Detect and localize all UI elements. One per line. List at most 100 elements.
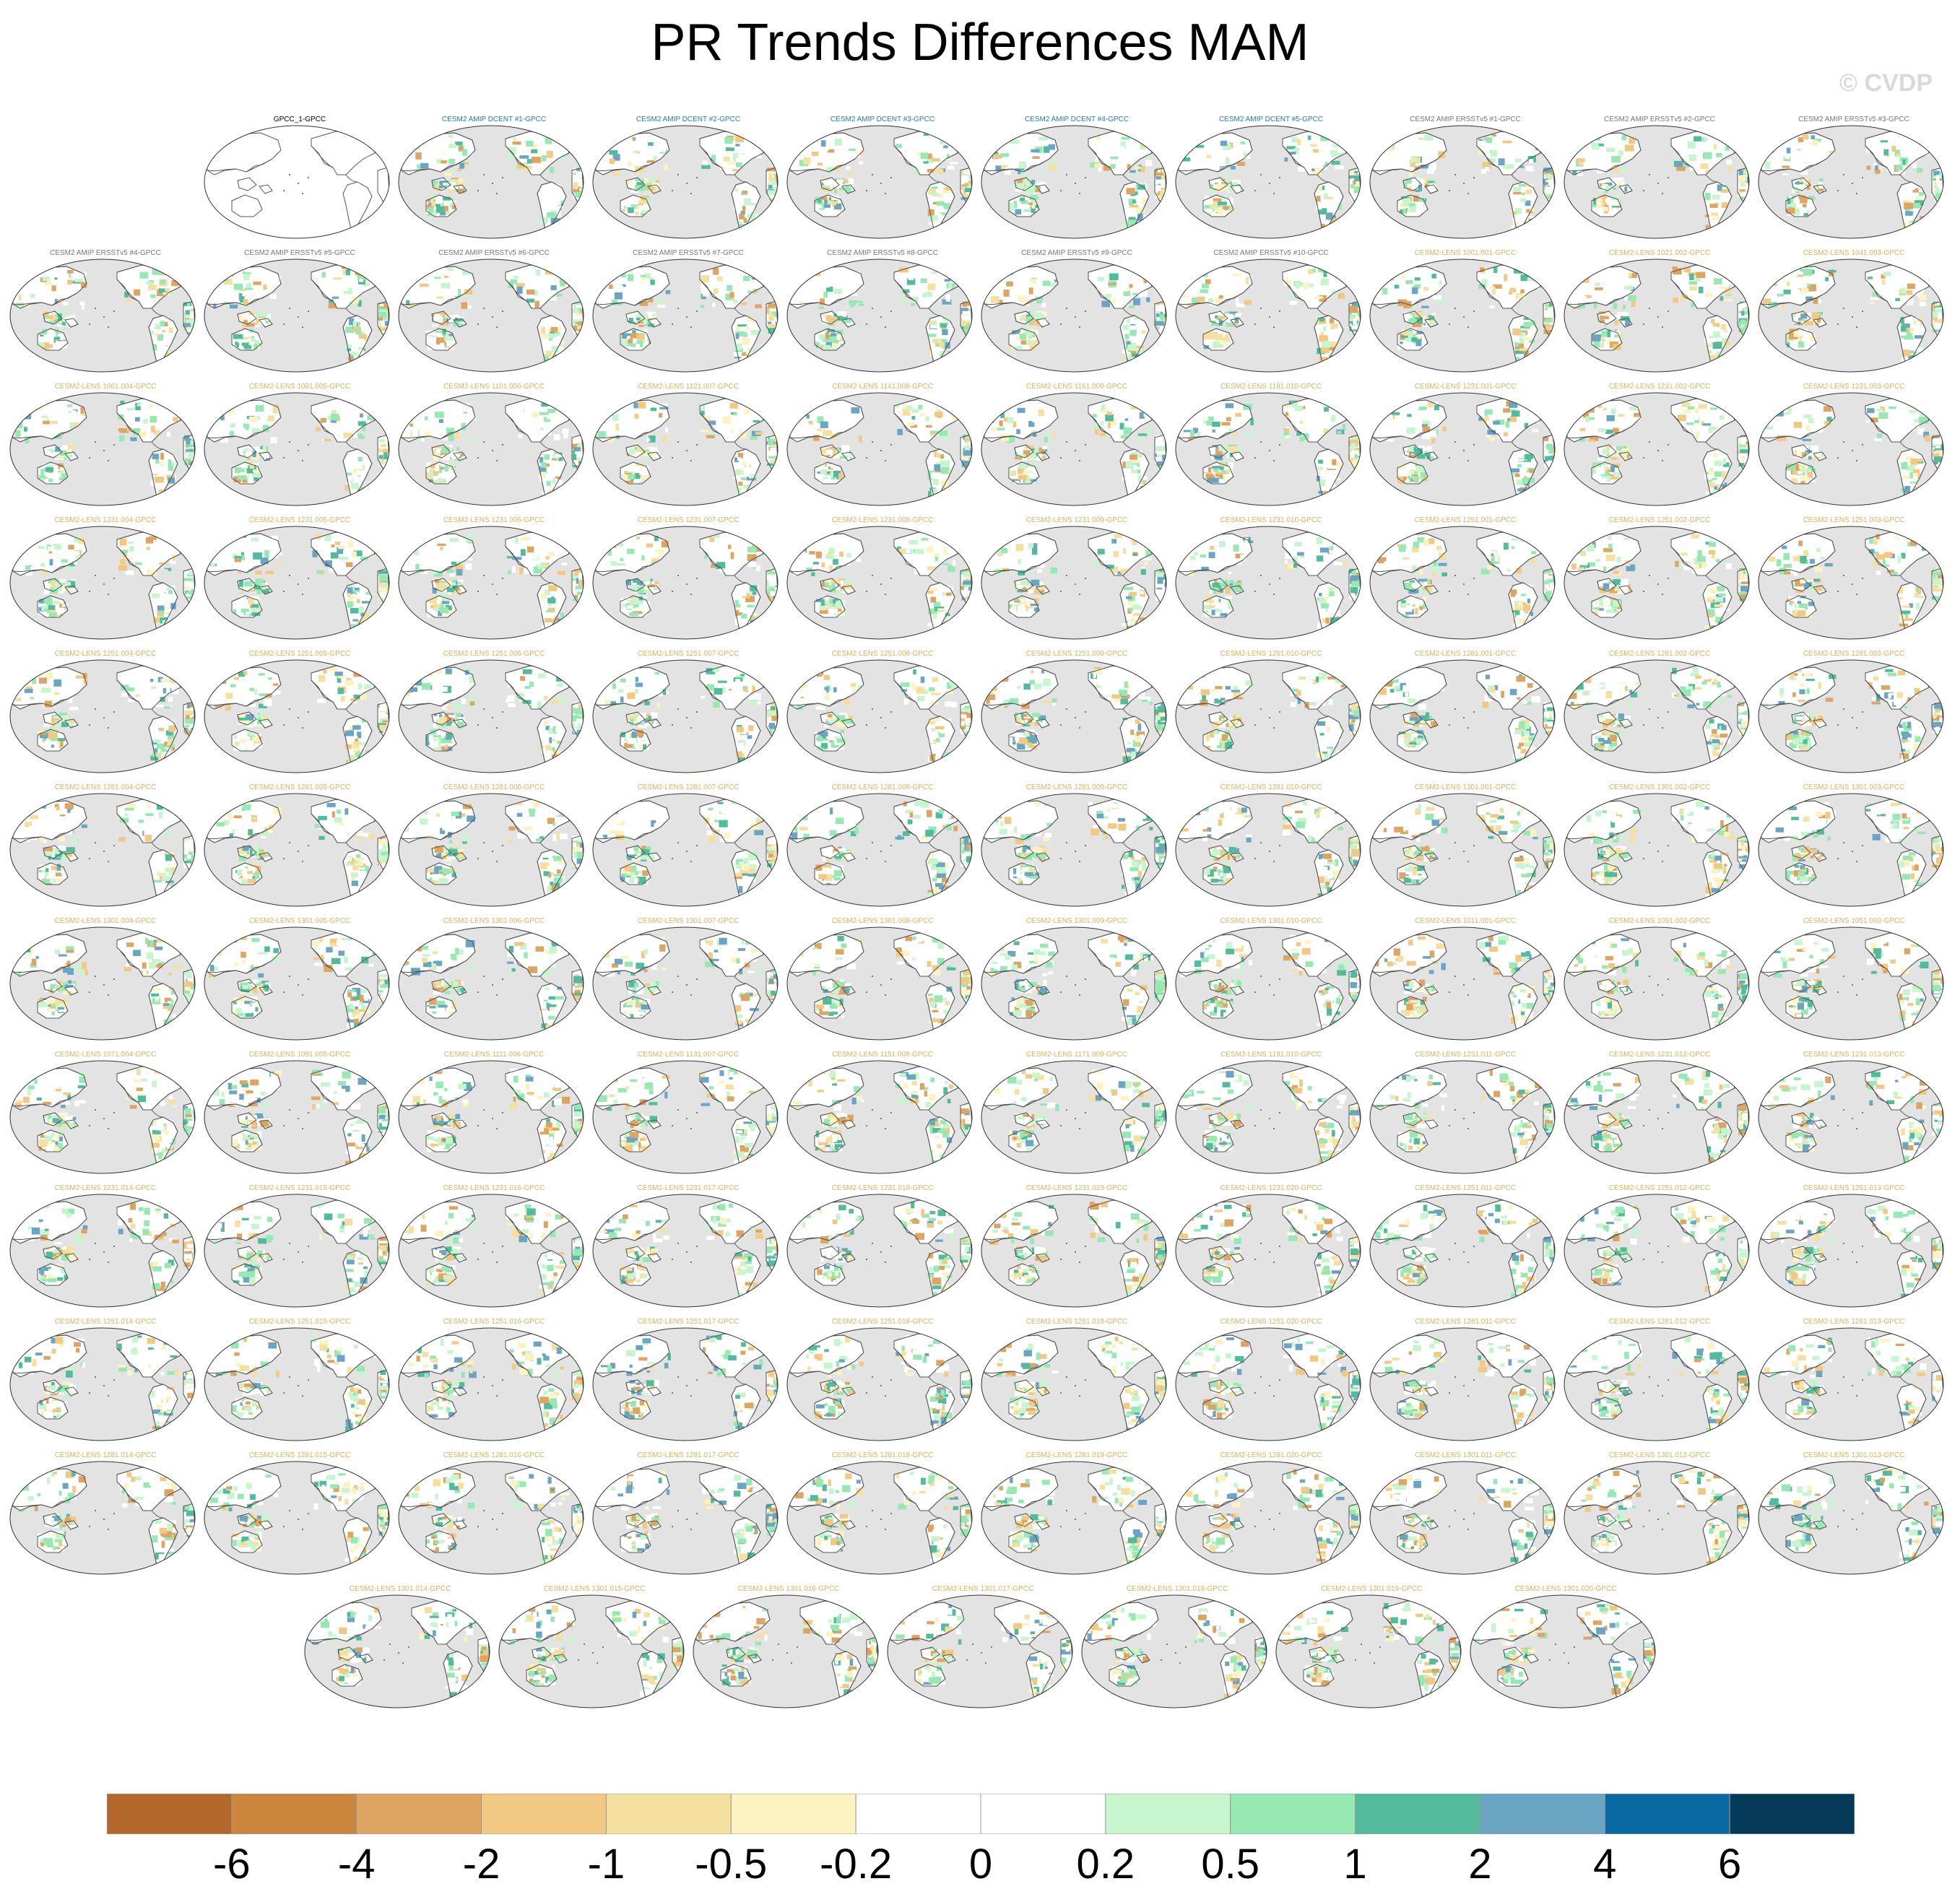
- colorbar-segment: [1230, 1794, 1356, 1834]
- world-map: [398, 1327, 584, 1441]
- map-panel: CESM2-LENS 1281.005-GPCC: [203, 783, 396, 915]
- map-panel: CESM2-LENS 1251.016-GPCC: [397, 1318, 591, 1449]
- panel-title: CESM2-LENS 1301.012-GPCC: [1563, 1451, 1756, 1459]
- panel-title: CESM2-LENS 1051.003-GPCC: [1757, 917, 1951, 925]
- landmass-2: [1327, 1329, 1348, 1342]
- world-map: [9, 1327, 196, 1441]
- world-map: [1175, 1194, 1361, 1308]
- map-panel: CESM2 AMIP ERSSTv5 #2-GPCC: [1563, 116, 1756, 247]
- map-panel: CESM2-LENS 1301.003-GPCC: [1757, 783, 1951, 915]
- world-map: [204, 793, 390, 907]
- map-panel: CESM2 AMIP ERSSTv5 #10-GPCC: [1174, 249, 1368, 381]
- map-panel: CESM2-LENS 1301.005-GPCC: [203, 917, 396, 1048]
- landmass-2: [161, 1329, 183, 1342]
- world-map: [1564, 526, 1750, 640]
- world-map: [1275, 1594, 1462, 1708]
- map-panel: CESM2-LENS 1251.006-GPCC: [397, 650, 591, 781]
- map-panel: CESM2-LENS 1301.013-GPCC: [1757, 1451, 1951, 1583]
- landmass-2: [1327, 527, 1348, 540]
- world-map: [204, 659, 390, 773]
- world-map: [1758, 793, 1944, 907]
- landmass-2: [938, 794, 960, 807]
- map-panel: CESM2-LENS 1231.005-GPCC: [203, 516, 396, 648]
- world-map: [1758, 659, 1944, 773]
- landmass-2: [1521, 1462, 1543, 1475]
- landmass-2: [550, 1329, 571, 1342]
- world-map: [1175, 259, 1361, 373]
- world-map: [1564, 1060, 1750, 1174]
- map-panel: CESM2-LENS 1281.004-GPCC: [9, 783, 202, 915]
- panel-title: CESM2-LENS 1251.009-GPCC: [980, 650, 1174, 658]
- world-map: [786, 1194, 973, 1308]
- map-panel: CESM2 AMIP ERSSTv5 #7-GPCC: [591, 249, 785, 381]
- map-panel: CESM2-LENS 1281.015-GPCC: [203, 1451, 396, 1583]
- map-panel: CESM2-LENS 1281.010-GPCC: [1174, 783, 1368, 915]
- world-map: [1369, 659, 1556, 773]
- panel-title: CESM2-LENS 1281.001-GPCC: [1369, 650, 1562, 658]
- panel-title: CESM2-LENS 1301.010-GPCC: [1174, 917, 1368, 925]
- panel-title: CESM2-LENS 1071.004-GPCC: [9, 1051, 202, 1059]
- world-map: [981, 1194, 1167, 1308]
- panel-title: CESM2-LENS 1281.008-GPCC: [786, 783, 979, 791]
- panel-title: CESM2-LENS 1141.008-GPCC: [786, 383, 979, 391]
- world-map: [9, 1060, 196, 1174]
- world-map: [1564, 1194, 1750, 1308]
- map-panel: CESM2 AMIP ERSSTv5 #8-GPCC: [786, 249, 979, 381]
- landmass-2: [1427, 1596, 1449, 1609]
- landmass-2: [1909, 126, 1931, 139]
- map-panel: CESM2 AMIP ERSSTv5 #6-GPCC: [397, 249, 591, 381]
- map-panel: CESM2-LENS 1281.007-GPCC: [591, 783, 785, 915]
- map-panel: CESM2-LENS 1231.011-GPCC: [1369, 1051, 1562, 1182]
- world-map: [1369, 1060, 1556, 1174]
- panel-title: CESM2-LENS 1251.017-GPCC: [591, 1318, 785, 1326]
- landmass-2: [1132, 928, 1154, 941]
- map-panel: CESM2-LENS 1281.016-GPCC: [397, 1451, 591, 1583]
- panel-title: CESM2-LENS 1301.004-GPCC: [9, 917, 202, 925]
- map-panel: CESM2-LENS 1301.017-GPCC: [886, 1585, 1080, 1716]
- map-panel: CESM2-LENS 1281.012-GPCC: [1563, 1318, 1756, 1449]
- panel-title: CESM2-LENS 1251.016-GPCC: [397, 1318, 591, 1326]
- world-map: [981, 793, 1167, 907]
- colorbar-tick-label: 0.5: [1201, 1840, 1259, 1888]
- world-map: [693, 1594, 879, 1708]
- map-panel: CESM2-LENS 1251.001-GPCC: [1369, 516, 1562, 648]
- panel-title: CESM2-LENS 1251.004-GPCC: [9, 650, 202, 658]
- panel-title: CESM2-LENS 1231.009-GPCC: [980, 516, 1174, 524]
- panel-title: CESM2-LENS 1001.001-GPCC: [1369, 249, 1562, 257]
- world-map: [9, 659, 196, 773]
- landmass-2: [1521, 1195, 1543, 1208]
- world-map: [204, 392, 390, 506]
- colorbar-tick-label: -4: [338, 1840, 376, 1888]
- world-map: [887, 1594, 1073, 1708]
- landmass-2: [355, 661, 377, 674]
- map-panel: CESM2-LENS 1011.001-GPCC: [1369, 917, 1562, 1048]
- landmass-2: [355, 794, 377, 807]
- world-map: [1564, 659, 1750, 773]
- map-panel: CESM2-LENS 1251.009-GPCC: [980, 650, 1174, 781]
- landmass-2: [938, 928, 960, 941]
- world-map: [786, 793, 973, 907]
- landmass-2: [161, 1061, 183, 1074]
- map-panel: CESM2-LENS 1021.002-GPCC: [1563, 249, 1756, 381]
- panel-title: CESM2-LENS 1161.009-GPCC: [980, 383, 1174, 391]
- landmass-2: [1909, 794, 1931, 807]
- landmass-2: [161, 794, 183, 807]
- landmass-2: [1521, 1061, 1543, 1074]
- panel-title: CESM2-LENS 1231.010-GPCC: [1174, 516, 1368, 524]
- map-panel: CESM2-LENS 1231.019-GPCC: [980, 1184, 1174, 1316]
- landmass-2: [1327, 126, 1348, 139]
- map-panel: CESM2-LENS 1301.009-GPCC: [980, 917, 1174, 1048]
- landmass-2: [1327, 928, 1348, 941]
- panel-title: CESM2-LENS 1281.010-GPCC: [1174, 783, 1368, 791]
- landmass-2: [938, 1195, 960, 1208]
- world-map: [1758, 1327, 1944, 1441]
- panel-title: CESM2-LENS 1251.012-GPCC: [1563, 1184, 1756, 1192]
- panel-title: CESM2 AMIP ERSSTv5 #2-GPCC: [1563, 116, 1756, 123]
- world-map: [1175, 392, 1361, 506]
- world-map: [1758, 1194, 1944, 1308]
- map-panel: CESM2-LENS 1251.014-GPCC: [9, 1318, 202, 1449]
- landmass-2: [744, 527, 766, 540]
- map-panel: CESM2 AMIP ERSSTv5 #5-GPCC: [203, 249, 396, 381]
- panel-title: CESM2-LENS 1301.006-GPCC: [397, 917, 591, 925]
- landmass-2: [355, 1329, 377, 1342]
